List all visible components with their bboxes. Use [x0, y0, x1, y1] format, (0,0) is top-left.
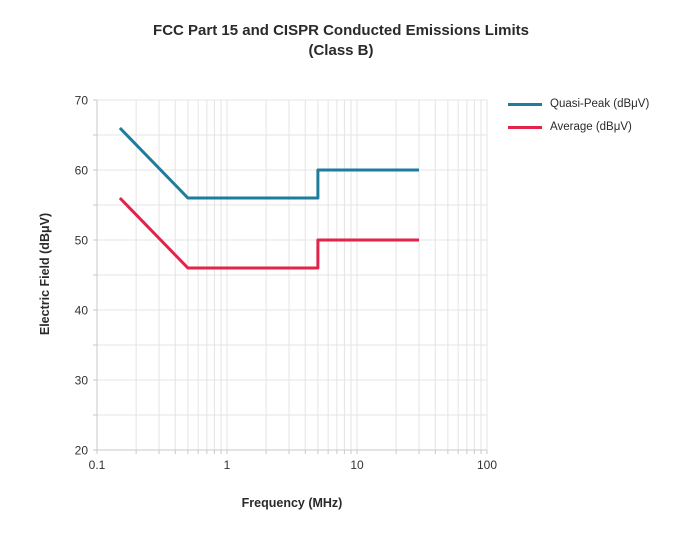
y-tick-label: 50	[75, 234, 89, 248]
x-tick-label: 10	[350, 458, 364, 472]
y-tick-label: 40	[75, 304, 89, 318]
average-line	[118, 196, 419, 270]
legend-line-swatch	[508, 125, 542, 129]
legend-item-quasi-peak[interactable]: Quasi-Peak (dBμV)	[508, 96, 649, 112]
legend-label: Quasi-Peak (dBμV)	[550, 98, 650, 110]
y-tick-label: 70	[75, 94, 89, 108]
legend-item-average[interactable]: Average (dBμV)	[508, 119, 649, 135]
chart-subtitle: (Class B)	[308, 42, 374, 59]
chart-title-block: FCC Part 15 and CISPR Conducted Emission…	[0, 21, 682, 61]
x-tick-label: 0.1	[89, 458, 106, 472]
x-tick-label: 100	[477, 458, 497, 472]
legend-line-swatch	[508, 102, 542, 106]
y-axis-title: Electric Field (dBμV)	[38, 212, 52, 336]
chart-title: FCC Part 15 and CISPR Conducted Emission…	[153, 22, 529, 39]
y-tick-label: 60	[75, 164, 89, 178]
x-tick-label: 1	[224, 458, 231, 472]
x-axis-title: Frequency (MHz)	[241, 496, 343, 510]
legend: Quasi-Peak (dBμV) Average (dBμV)	[508, 96, 649, 135]
y-tick-label: 20	[75, 444, 89, 458]
y-tick-label: 30	[75, 374, 89, 388]
legend-label: Average (dBμV)	[550, 121, 632, 133]
quasi-peak-line	[118, 126, 419, 200]
